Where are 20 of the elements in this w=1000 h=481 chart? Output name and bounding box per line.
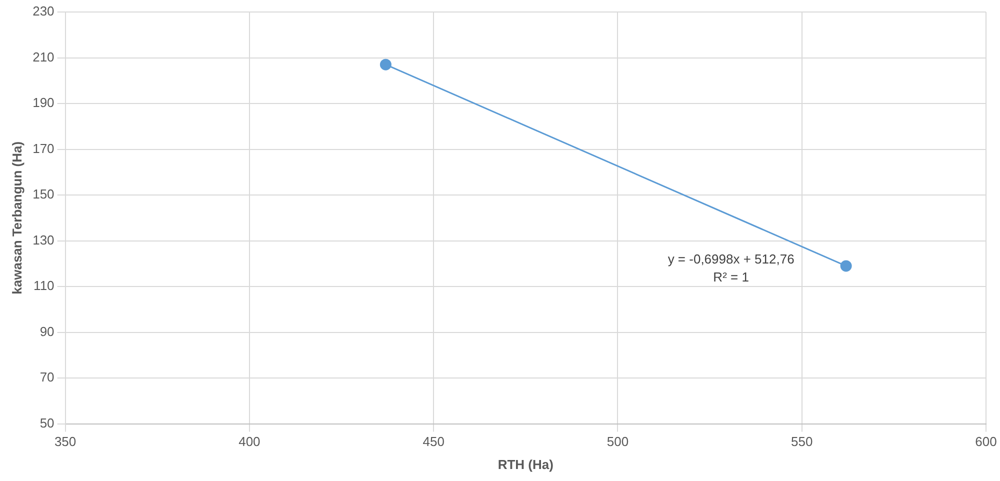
annotation: R² = 1 [713, 270, 749, 285]
annotation: y = -0,6998x + 512,76 [668, 252, 794, 267]
y-tick-label: 130 [32, 232, 54, 248]
y-tick-label: 110 [34, 278, 54, 294]
x-tick-label: 350 [54, 434, 76, 450]
x-tick-label: 400 [238, 434, 260, 450]
x-tick-label: 600 [975, 434, 997, 450]
y-tick-label: 150 [32, 186, 54, 202]
y-tick-label: 230 [32, 4, 54, 19]
x-tick-label: 500 [606, 434, 629, 450]
y-tick-label: 50 [40, 415, 54, 430]
y-tick-label: 170 [32, 140, 54, 156]
y-tick-label: 210 [32, 49, 54, 64]
y-tick-label: 90 [40, 324, 54, 339]
y-tick-label: 70 [40, 370, 54, 385]
x-axis-title: RTH (Ha) [498, 456, 554, 472]
y-tick-label: 190 [32, 95, 54, 110]
y-axis-title: kawasan Terbangun (Ha) [9, 141, 24, 294]
x-tick-label: 450 [422, 434, 444, 450]
x-tick-label: 550 [791, 434, 813, 450]
